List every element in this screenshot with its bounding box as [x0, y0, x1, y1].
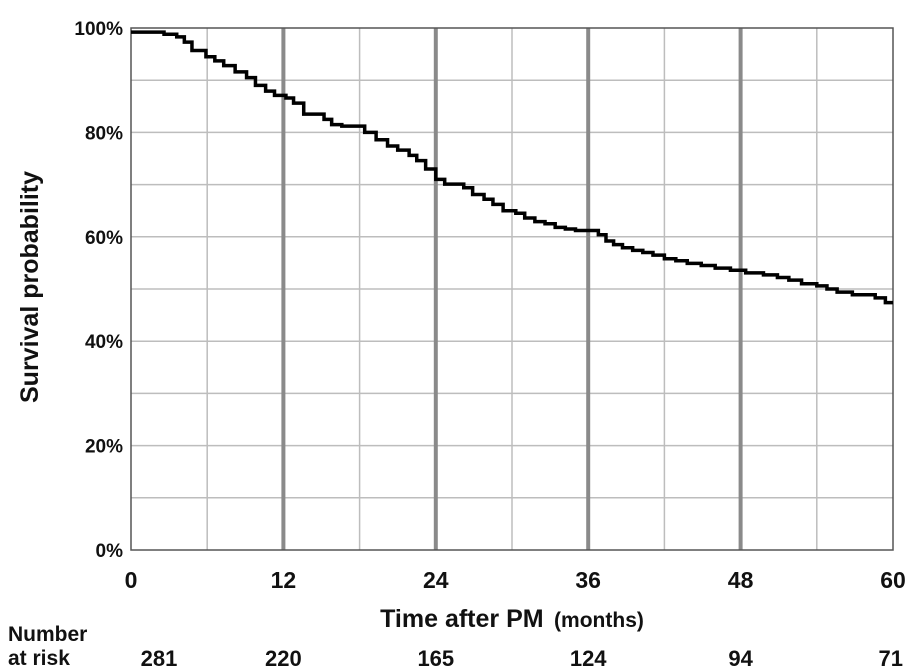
x-tick-label: 48	[728, 567, 754, 593]
number-at-risk-values: 281 220 165 124 94 71	[141, 646, 903, 671]
y-tick-label: 100%	[74, 19, 123, 40]
x-tick-labels: 0 12 24 36 48 60	[125, 567, 906, 593]
x-tick-label: 24	[423, 567, 449, 593]
number-at-risk-value: 220	[265, 646, 302, 671]
y-tick-label: 80%	[85, 123, 123, 144]
y-tick-labels: 0% 20% 40% 60% 80% 100%	[74, 19, 123, 562]
x-tick-label: 0	[125, 567, 138, 593]
y-tick-label: 60%	[85, 228, 123, 249]
number-at-risk-value: 281	[141, 646, 178, 671]
x-axis-label-unit: (months)	[554, 609, 644, 632]
number-at-risk-value: 165	[417, 646, 454, 671]
x-axis-label-main: Time after PM	[380, 605, 543, 633]
y-tick-label: 40%	[85, 332, 123, 353]
y-axis-label: Survival probability	[16, 171, 44, 403]
y-tick-label: 0%	[96, 541, 124, 562]
number-at-risk-label-line1: Number	[8, 623, 88, 646]
number-at-risk-value: 71	[879, 646, 903, 671]
number-at-risk-label: Number at risk	[8, 623, 108, 671]
survival-curve	[131, 30, 893, 305]
x-tick-label: 12	[271, 567, 297, 593]
number-at-risk-value: 124	[570, 646, 607, 671]
x-tick-label: 60	[880, 567, 906, 593]
number-at-risk-value: 94	[728, 646, 753, 671]
minor-grid	[131, 28, 893, 550]
number-at-risk-label-line2: at risk	[8, 647, 70, 670]
x-tick-label: 36	[575, 567, 601, 593]
y-tick-label: 20%	[85, 437, 123, 458]
plot-frame	[130, 27, 894, 551]
major-grid	[281, 28, 743, 550]
x-axis-label: Time after PM (months)	[380, 605, 644, 633]
